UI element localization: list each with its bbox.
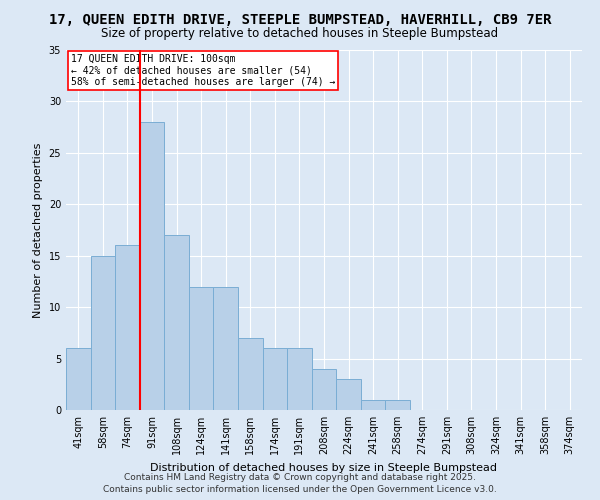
Text: Contains HM Land Registry data © Crown copyright and database right 2025.: Contains HM Land Registry data © Crown c… [124,472,476,482]
Text: Contains public sector information licensed under the Open Government Licence v3: Contains public sector information licen… [103,485,497,494]
Bar [312,369,336,410]
Bar [115,246,140,410]
Bar [287,348,312,410]
Bar [189,286,214,410]
Bar [238,338,263,410]
Text: 17 QUEEN EDITH DRIVE: 100sqm
← 42% of detached houses are smaller (54)
58% of se: 17 QUEEN EDITH DRIVE: 100sqm ← 42% of de… [71,54,335,87]
Bar [361,400,385,410]
Bar [66,348,91,410]
Bar [91,256,115,410]
Bar [336,379,361,410]
Text: Size of property relative to detached houses in Steeple Bumpstead: Size of property relative to detached ho… [101,28,499,40]
Bar [214,286,238,410]
Text: 17, QUEEN EDITH DRIVE, STEEPLE BUMPSTEAD, HAVERHILL, CB9 7ER: 17, QUEEN EDITH DRIVE, STEEPLE BUMPSTEAD… [49,12,551,26]
Bar [385,400,410,410]
Bar [263,348,287,410]
X-axis label: Distribution of detached houses by size in Steeple Bumpstead: Distribution of detached houses by size … [151,462,497,472]
Bar [140,122,164,410]
Y-axis label: Number of detached properties: Number of detached properties [33,142,43,318]
Bar [164,235,189,410]
